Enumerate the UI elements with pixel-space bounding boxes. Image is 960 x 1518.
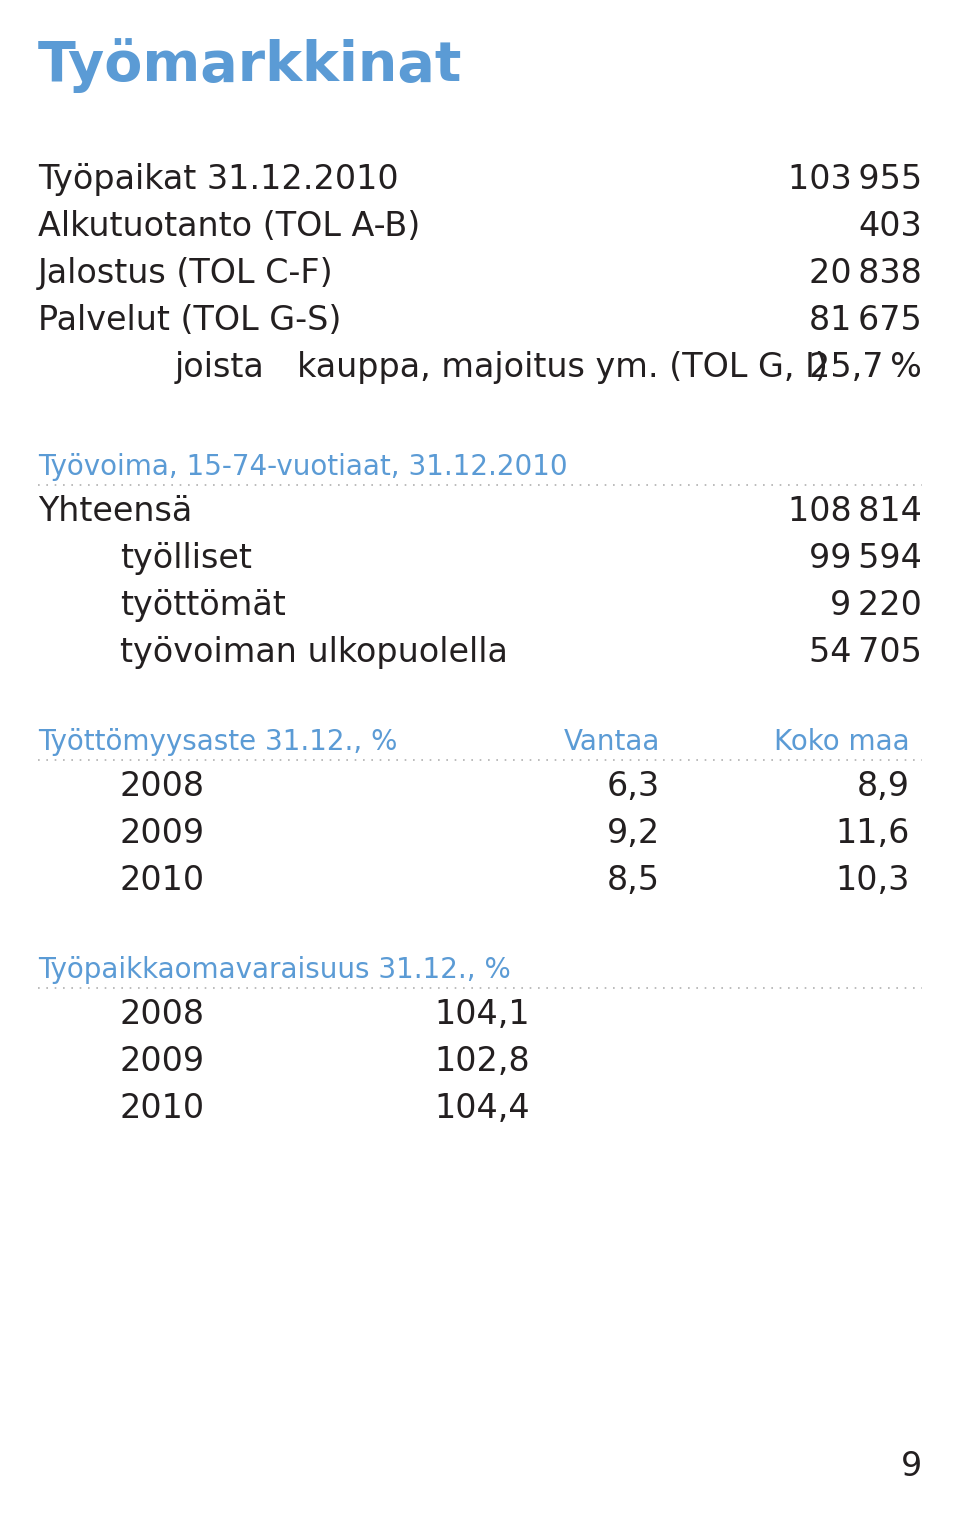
Text: 20 838: 20 838: [809, 257, 922, 290]
Text: 2008: 2008: [120, 997, 205, 1031]
Text: 81 675: 81 675: [809, 304, 922, 337]
Text: Työttömyysaste 31.12., %: Työttömyysaste 31.12., %: [38, 729, 397, 756]
Text: Työmarkkinat: Työmarkkinat: [38, 38, 463, 93]
Text: 8,5: 8,5: [607, 864, 660, 897]
Text: 103 955: 103 955: [788, 162, 922, 196]
Text: Yhteensä: Yhteensä: [38, 495, 192, 528]
Text: 108 814: 108 814: [788, 495, 922, 528]
Text: Jalostus (TOL C-F): Jalostus (TOL C-F): [38, 257, 334, 290]
Text: joista kauppa, majoitus ym. (TOL G, I): joista kauppa, majoitus ym. (TOL G, I): [175, 351, 828, 384]
Text: 9 220: 9 220: [830, 589, 922, 622]
Text: 25,7 %: 25,7 %: [809, 351, 922, 384]
Text: työttömät: työttömät: [120, 589, 286, 622]
Text: 2010: 2010: [120, 864, 205, 897]
Text: 403: 403: [858, 209, 922, 243]
Text: työlliset: työlliset: [120, 542, 252, 575]
Text: 2009: 2009: [120, 817, 205, 850]
Text: 8,9: 8,9: [857, 770, 910, 803]
Text: 10,3: 10,3: [835, 864, 910, 897]
Text: 9: 9: [900, 1450, 922, 1483]
Text: 2008: 2008: [120, 770, 205, 803]
Text: työvoiman ulkopuolella: työvoiman ulkopuolella: [120, 636, 508, 669]
Text: Alkutuotanto (TOL A-B): Alkutuotanto (TOL A-B): [38, 209, 420, 243]
Text: 99 594: 99 594: [809, 542, 922, 575]
Text: Palvelut (TOL G-S): Palvelut (TOL G-S): [38, 304, 342, 337]
Text: 104,4: 104,4: [434, 1091, 530, 1125]
Text: 2010: 2010: [120, 1091, 205, 1125]
Text: 102,8: 102,8: [434, 1044, 530, 1078]
Text: 11,6: 11,6: [835, 817, 910, 850]
Text: Koko maa: Koko maa: [775, 729, 910, 756]
Text: 54 705: 54 705: [809, 636, 922, 669]
Text: 104,1: 104,1: [434, 997, 530, 1031]
Text: 2009: 2009: [120, 1044, 205, 1078]
Text: Työvoima, 15-74-vuotiaat, 31.12.2010: Työvoima, 15-74-vuotiaat, 31.12.2010: [38, 452, 567, 481]
Text: Vantaa: Vantaa: [564, 729, 660, 756]
Text: Työpaikkaomavaraisuus 31.12., %: Työpaikkaomavaraisuus 31.12., %: [38, 956, 511, 984]
Text: 6,3: 6,3: [607, 770, 660, 803]
Text: Työpaikat 31.12.2010: Työpaikat 31.12.2010: [38, 162, 398, 196]
Text: 9,2: 9,2: [607, 817, 660, 850]
